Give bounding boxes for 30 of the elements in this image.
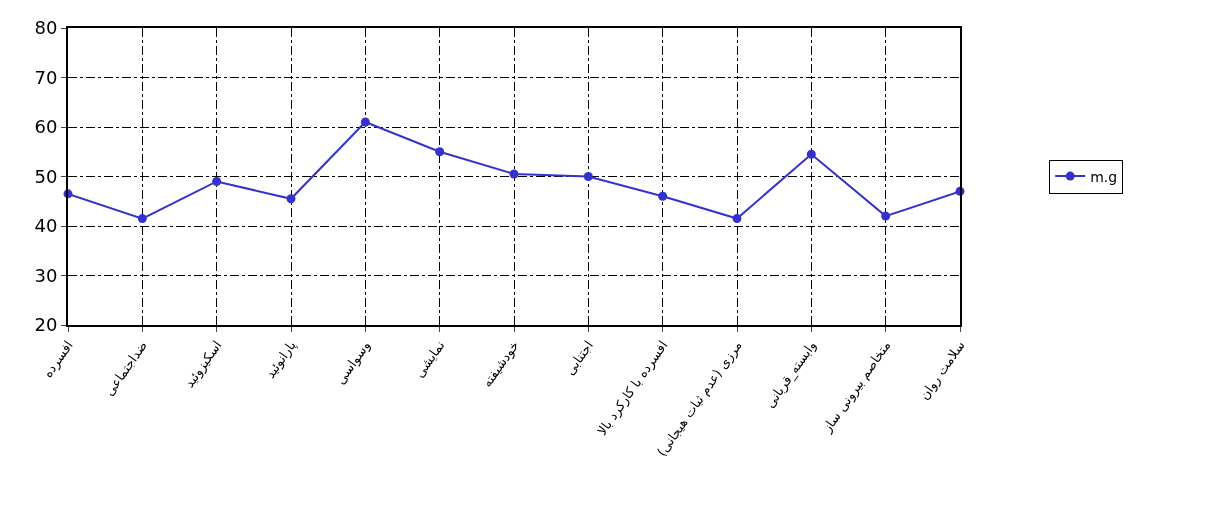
point xyxy=(137,214,147,224)
x-tick-label: متخاصم بیرونی ساز xyxy=(818,337,895,437)
y-tick-label: 70 xyxy=(34,66,58,88)
point xyxy=(212,176,222,186)
x-tick-label: ضداجتماعی xyxy=(101,337,151,399)
y-tick-label: 20 xyxy=(34,314,58,336)
x-tick-label: وسواسی xyxy=(332,337,374,388)
x-tick-label: افسرده xyxy=(39,337,77,381)
x-tick-label: نمایشی xyxy=(411,337,448,381)
point xyxy=(658,191,668,201)
point xyxy=(881,211,891,221)
legend-label: m.g xyxy=(1090,168,1118,185)
x-tick-label: اسکیزوئید xyxy=(181,337,226,391)
x-tick-label: وابسته_قربانی xyxy=(762,337,820,411)
x-tick-label: اجتنابی xyxy=(562,337,597,378)
x-tick-label: پارانوئید xyxy=(262,337,300,382)
x-tick-label: خودشیفته xyxy=(479,337,523,391)
point xyxy=(583,172,593,181)
y-tick-label: 80 xyxy=(34,17,58,39)
y-tick-label: 60 xyxy=(34,116,58,138)
point xyxy=(806,149,816,159)
point xyxy=(732,214,742,224)
point xyxy=(435,147,445,157)
y-tick-label: 50 xyxy=(34,165,58,187)
point xyxy=(509,169,519,179)
point xyxy=(286,194,296,204)
y-tick-label: 30 xyxy=(34,264,58,286)
x-tick-label: سلامت روان xyxy=(916,337,969,404)
y-tick-label: 40 xyxy=(34,215,58,237)
point xyxy=(360,117,370,127)
